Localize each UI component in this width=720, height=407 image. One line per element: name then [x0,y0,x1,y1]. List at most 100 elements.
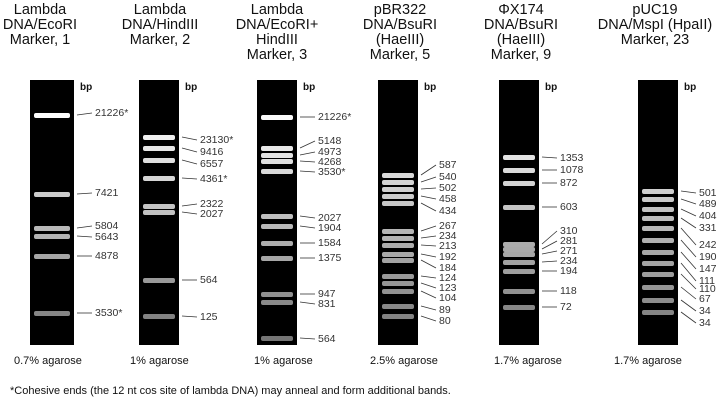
bp-unit-label: bp [185,82,198,93]
band-leader-line [420,235,437,239]
bp-unit-label: bp [303,82,316,93]
band-size-label: 1584 [318,237,342,249]
marker-title-line: HindIII [256,32,298,48]
band-size-label: 502 [439,182,457,194]
marker-title: ΦX174 DNA/BsuRI (HaeIII) Marker, 9 [461,3,581,63]
gel-band [143,176,175,181]
gel-band [382,289,414,294]
band-size-label: 21226* [318,111,352,123]
band-size-label: 947 [318,288,336,300]
band-leader-line [680,286,697,300]
band-size-label: 89 [439,304,451,316]
agarose-concentration: 2.5% agarose [370,355,438,367]
band-size-label: 404 [699,210,717,222]
gel-band [34,234,70,239]
band-size-label: 192 [439,251,457,263]
gel-band [503,260,535,265]
band-size-label: 271 [560,245,578,257]
band-leader-line [680,251,697,270]
band-size-label: 331 [699,222,717,234]
gel-band [382,274,414,279]
gel-band [642,189,674,194]
band-size-label: 434 [439,205,457,217]
band-size-label: 34 [699,305,711,317]
gel-band [143,204,175,209]
marker-title-line: DNA/BsuRI [362,17,438,33]
band-size-label: 281 [560,235,578,247]
band-size-label: 184 [439,262,457,274]
marker-title-line: Marker, 5 [369,47,431,63]
bp-unit-label: bp [424,82,437,93]
band-size-label: 5804 [95,220,119,232]
bp-unit-label: bp [684,82,697,93]
band-leader-line [299,160,316,163]
marker-title-line: DNA/HindIII [121,17,199,33]
band-size-label: 23130* [200,134,234,146]
band-leader-line [299,140,316,149]
band-size-label: 6557 [200,158,224,170]
band-leader-line [181,147,198,153]
band-leader-line [420,195,437,200]
band-leader-line [680,262,697,282]
band-size-label: 1904 [318,222,342,234]
marker-title-line: Marker, 9 [490,47,552,63]
band-leader-line [299,337,316,340]
band-size-label: 111 [699,275,715,287]
gel-band [143,278,175,283]
band-size-label: 67 [699,293,711,305]
band-size-label: 564 [200,274,218,286]
band-size-label: 2322 [200,198,224,210]
band-size-label: 489 [699,198,717,210]
gel-lane [378,80,418,345]
band-leader-line [680,311,697,324]
band-leader-line [420,290,437,299]
band-size-label: 564 [318,333,336,345]
bp-unit-label: bp [80,82,93,93]
band-size-label: 125 [200,311,218,323]
band-size-label: 872 [560,177,578,189]
gel-band [382,180,414,185]
gel-band [503,247,535,252]
band-size-label: 34 [699,317,711,329]
band-leader-line [420,305,437,311]
band-leader-line [420,225,437,232]
gel-lane [257,80,297,345]
band-leader-line [541,240,558,250]
gel-band [382,173,414,178]
gel-band [382,258,414,263]
band-size-label: 5643 [95,231,119,243]
band-size-label: 587 [439,159,457,171]
gel-band [642,226,674,231]
band-leader-line [299,215,316,219]
band-leader-line [181,315,198,318]
band-leader-line [680,299,697,312]
band-leader-line [299,170,316,173]
footnote: *Cohesive ends (the 12 nt cos site of la… [10,385,451,397]
marker-title-line: pUC19 [632,2,678,18]
band-size-label: 310 [560,225,578,237]
band-leader-line [680,208,697,217]
gel-band [642,207,674,212]
gel-band [261,224,293,229]
band-leader-line [76,112,93,116]
gel-band [34,226,70,231]
band-leader-line [181,159,198,165]
gel-band [503,269,535,274]
gel-band [261,115,293,120]
agarose-concentration: 1.7% agarose [614,355,682,367]
gel-band [261,146,293,151]
gel-band [382,236,414,241]
band-size-label: 110 [699,283,716,295]
band-size-label: 603 [560,201,578,213]
band-size-label: 4268 [318,156,342,168]
band-leader-line [680,190,697,194]
band-leader-line [181,177,198,180]
band-size-label: 4361* [200,173,228,185]
gel-band [382,304,414,309]
gel-band [261,292,293,297]
marker-title-line: (HaeIII) [496,32,546,48]
marker-title-line: ΦX174 [498,2,544,18]
band-size-label: 458 [439,193,457,205]
band-leader-line [680,217,697,229]
band-size-label: 831 [318,298,336,310]
